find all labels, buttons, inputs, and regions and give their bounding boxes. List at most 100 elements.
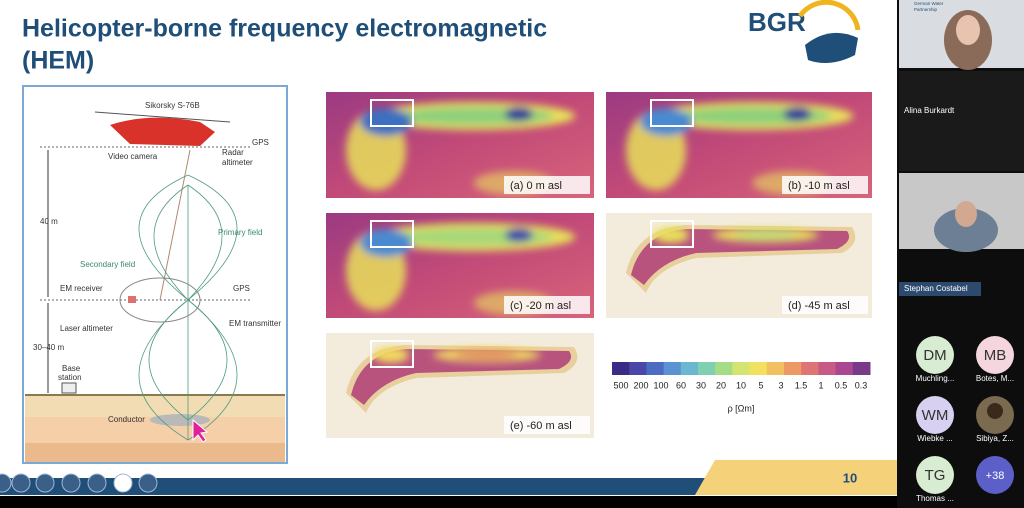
blob [504, 107, 533, 121]
colorbar-segment [663, 362, 682, 375]
colorbar-tick-label: 500 [613, 380, 628, 390]
diagram-label: 30–40 m [33, 343, 64, 352]
diagram-label: GPS [252, 138, 269, 147]
colorbar-segment [784, 362, 802, 375]
colorbar-tick-label: 10 [736, 380, 746, 390]
colorbar-unit: ρ [Ωm] [728, 403, 755, 413]
blob [360, 108, 412, 136]
heat-blobs [373, 347, 541, 363]
colorbar-tick-label: 200 [633, 380, 648, 390]
avatar[interactable] [916, 396, 954, 434]
page-number: 10 [843, 470, 857, 485]
colorbar-tick-label: 30 [696, 380, 706, 390]
toolbar-button[interactable] [61, 473, 81, 493]
map-panel: (e) -60 m asl [326, 333, 594, 438]
map-panel: (c) -20 m asl [326, 213, 594, 318]
logo-arc [797, 0, 861, 31]
conductor [150, 414, 210, 426]
highlight-box [370, 340, 414, 368]
participant-video [956, 15, 980, 45]
avatar[interactable] [916, 456, 954, 494]
toolbar-button[interactable] [0, 473, 12, 493]
colorbar-tick-label: 0.5 [835, 380, 848, 390]
label-bg [782, 296, 868, 314]
slide-title: Helicopter-borne frequency electromagnet… [22, 15, 547, 43]
diagram-label: EM receiver [60, 284, 103, 293]
map-label: (c) -20 m asl [510, 300, 571, 312]
avatar[interactable] [916, 336, 954, 374]
avatar-photo [987, 403, 1003, 419]
colorbar-tick-label: 5 [758, 380, 763, 390]
colorbar-segment [818, 362, 837, 375]
toolbar-button[interactable] [11, 473, 31, 493]
diagram-label: GPS [233, 284, 250, 293]
blob [454, 351, 519, 359]
blob [504, 228, 533, 242]
colorbar-segment [801, 362, 819, 375]
diagram-label: station [58, 373, 82, 382]
partner-logo: German Water [914, 1, 944, 6]
partner-logo: Partnership [914, 7, 938, 12]
map-panel: (d) -45 m asl [606, 213, 872, 318]
avatar-initials: TG [925, 467, 946, 484]
colorbar-tick-label: 20 [716, 380, 726, 390]
colorbar-segment [612, 362, 630, 375]
highlight-box [650, 99, 694, 127]
diagram-label: Base [62, 364, 81, 373]
resistivity-maps: (a) 0 m asl (b) -10 m asl (c) -20 m asl (d)… [326, 92, 872, 438]
colorbar-segment [715, 362, 733, 375]
logo-text: BGR [748, 7, 806, 37]
blob [783, 107, 812, 121]
toolbar-button[interactable] [35, 473, 55, 493]
secondary-field [119, 277, 201, 323]
map-label: (b) -10 m asl [788, 180, 850, 192]
colorbar: 500 200 100 60 30 20 10 5 3 1.5 1 0.5 0.3 [612, 362, 871, 390]
colorbar-segment [749, 362, 768, 375]
hem-diagram: Sikorsky S-76B GPS Video camera Radar al… [22, 85, 288, 464]
map-band [351, 349, 572, 405]
cursor [192, 418, 209, 443]
rotor [94, 111, 231, 123]
colorbar-segment [852, 362, 871, 375]
blob [653, 227, 689, 243]
ground-layer [25, 395, 285, 417]
toolbar-button[interactable] [138, 473, 158, 493]
em-receiver [128, 296, 136, 303]
label-bg [504, 176, 590, 194]
more-participants[interactable] [976, 456, 1014, 494]
participant-name: Muchling... [916, 374, 955, 383]
colorbar-segment [629, 362, 647, 375]
toolbar-button[interactable] [113, 473, 133, 493]
label-bg [504, 296, 590, 314]
tow-cable [159, 149, 191, 301]
name-badge [899, 282, 981, 296]
colorbar-segment [732, 362, 751, 375]
participant-name: Thomas ... [916, 494, 954, 503]
participant-name: Alina Burkardt [904, 106, 955, 115]
colorbar-tick-label: 1 [818, 380, 823, 390]
participant-video [934, 208, 998, 252]
highlight-box [370, 99, 414, 127]
diagram-label: EM transmitter [229, 319, 281, 328]
blob [640, 108, 692, 136]
map-label: (e) -60 m asl [510, 420, 572, 432]
label-bg [782, 176, 868, 194]
diagram-label: Conductor [108, 415, 145, 424]
avatar[interactable] [976, 336, 1014, 374]
participant-name: Sibiya, Z... [976, 434, 1014, 443]
highlight-box [650, 220, 694, 248]
colorbar-tick-label: 100 [653, 380, 668, 390]
diagram-label: Sikorsky S-76B [145, 101, 200, 110]
logo-shape [805, 32, 858, 64]
slide-title: (HEM) [22, 47, 94, 75]
label-bg [504, 416, 590, 434]
toolbar-button[interactable] [87, 473, 107, 493]
base-station [61, 382, 77, 394]
colorbar-segment [698, 362, 716, 375]
participant-video [955, 201, 977, 227]
colorbar-segment [835, 362, 854, 375]
diagram-label: Video camera [108, 152, 158, 161]
